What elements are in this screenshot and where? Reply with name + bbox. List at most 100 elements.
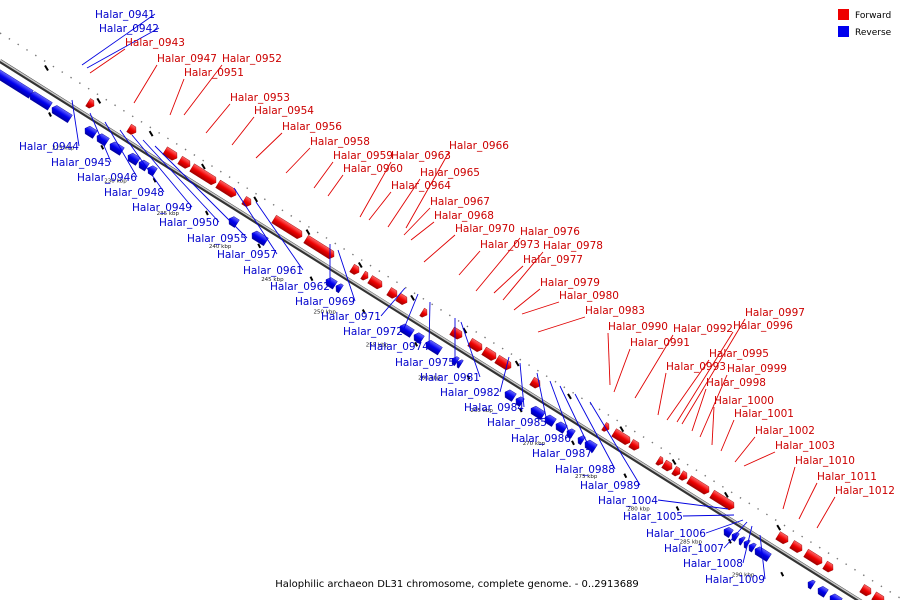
reverse-gene-block — [584, 439, 598, 453]
label-leader-line — [410, 221, 435, 241]
tick-label: 245 kbp — [261, 277, 284, 283]
gene-label: Halar_0972 — [343, 326, 403, 338]
tick-label: 235 kbp — [157, 211, 180, 217]
label-leader-line — [233, 187, 278, 255]
gene-label: Halar_1007 — [664, 543, 724, 555]
gene-label: Halar_0953 — [230, 92, 290, 104]
major-tick — [96, 97, 102, 104]
reverse-gene-block — [251, 230, 269, 247]
reverse-gene-block — [96, 133, 110, 147]
label-leader-line — [711, 406, 715, 446]
gene-label: Halar_0954 — [254, 105, 314, 117]
gene-label: Halar_0960 — [343, 163, 403, 175]
gene-label: Halar_0963 — [391, 150, 451, 162]
reverse-gene-block — [0, 69, 34, 99]
gene-label: Halar_0971 — [321, 311, 381, 323]
label-leader-line — [380, 287, 406, 317]
label-leader-line — [387, 178, 421, 228]
forward-gene-block — [686, 475, 710, 495]
major-tick — [462, 327, 468, 334]
label-leader-line — [183, 64, 223, 116]
gene-label: Halar_0987 — [532, 448, 592, 460]
label-leader-line — [521, 301, 560, 315]
forward-gene-block — [419, 307, 428, 318]
label-leader-line — [154, 145, 248, 239]
legend-reverse-swatch — [838, 26, 849, 37]
gene-label: Halar_0969 — [295, 296, 355, 308]
gene-label: Halar_0977 — [523, 254, 583, 266]
major-tick — [309, 276, 314, 282]
label-leader-line — [613, 348, 631, 393]
gene-label: Halar_0975 — [395, 357, 455, 369]
gene-label: Halar_0997 — [745, 307, 805, 319]
gene-label: Halar_1010 — [795, 455, 855, 467]
gene-label: Halar_0941 — [95, 9, 155, 21]
major-tick — [776, 524, 782, 531]
forward-gene-block — [678, 470, 688, 481]
forward-gene-block — [467, 337, 483, 353]
reverse-gene-block — [515, 396, 525, 407]
gene-label: Halar_1004 — [598, 495, 658, 507]
major-tick — [466, 374, 471, 380]
forward-gene-block — [85, 98, 95, 109]
label-leader-line — [743, 451, 776, 467]
label-leader-line — [513, 288, 541, 311]
gene-label: Halar_0988 — [555, 464, 615, 476]
major-tick — [361, 309, 366, 314]
major-tick — [623, 473, 628, 479]
label-leader-line — [458, 250, 481, 276]
gene-label: Halar_0948 — [104, 187, 164, 199]
reverse-gene-block — [738, 536, 746, 546]
gene-label: Halar_0943 — [125, 37, 185, 49]
reverse-gene-block — [109, 141, 125, 156]
gene-label: Halar_1008 — [683, 558, 743, 570]
label-leader-line — [699, 374, 728, 438]
forward-gene-block — [449, 326, 463, 340]
label-leader-line — [313, 161, 334, 189]
gene-label: Halar_0989 — [580, 480, 640, 492]
reverse-gene-block — [723, 527, 734, 538]
major-tick — [152, 177, 157, 183]
reverse-gene-block — [456, 359, 464, 369]
reverse-gene-block — [451, 356, 460, 366]
major-tick — [201, 163, 206, 170]
gene-label: Halar_0983 — [585, 305, 645, 317]
gene-label: Halar_0999 — [727, 363, 787, 375]
label-leader-line — [460, 321, 481, 378]
forward-gene-block — [611, 428, 631, 445]
label-leader-line — [86, 27, 160, 69]
tick-label: 275 kbp — [575, 474, 598, 480]
gene-label: Halar_1003 — [775, 440, 835, 452]
tick-label: 255 kbp — [366, 343, 389, 349]
gene-label: Halar_0986 — [511, 433, 571, 445]
major-tick — [514, 360, 520, 367]
major-tick — [671, 458, 677, 466]
gene-label: Halar_0974 — [369, 341, 429, 353]
label-leader-line — [104, 121, 138, 178]
forward-gene-block — [349, 263, 360, 275]
reverse-gene-block — [84, 125, 98, 139]
major-tick — [410, 294, 415, 301]
label-leader-line — [734, 436, 756, 463]
major-tick — [148, 130, 154, 137]
label-leader-line — [607, 332, 611, 386]
gene-label: Halar_0980 — [559, 290, 619, 302]
major-tick — [567, 393, 572, 400]
gene-label: Halar_0978 — [543, 240, 603, 252]
gene-label: Halar_0998 — [706, 377, 766, 389]
gene-label: Halar_0973 — [480, 239, 540, 251]
tick-label: 270 kbp — [523, 441, 546, 447]
forward-gene-block — [177, 155, 191, 169]
label-leader-line — [231, 116, 255, 146]
reverse-gene-block — [748, 542, 757, 553]
label-leader-line — [536, 372, 548, 423]
label-leader-line — [423, 234, 456, 263]
gene-label: Halar_0990 — [608, 321, 668, 333]
major-tick — [305, 229, 311, 236]
reverse-gene-block — [335, 283, 344, 294]
major-tick — [100, 144, 105, 150]
tick-label: 265 kbp — [470, 408, 493, 414]
label-leader-line — [537, 316, 586, 333]
label-leader-line — [205, 103, 231, 134]
reverse-gene-block — [829, 593, 843, 600]
